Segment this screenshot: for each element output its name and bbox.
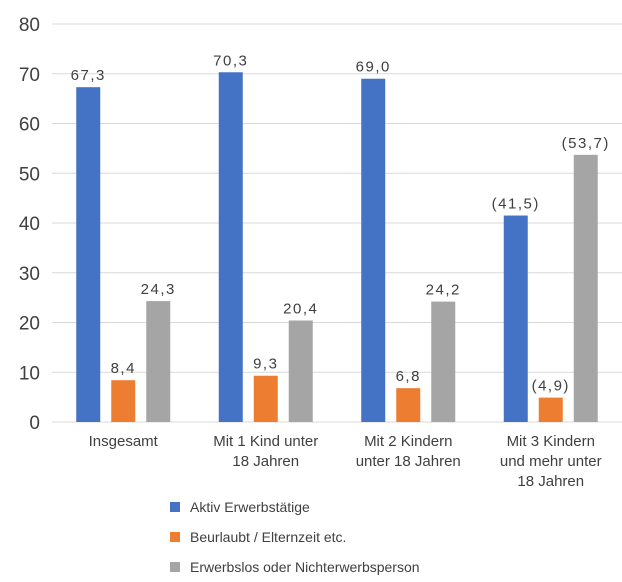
y-tick-label: 80: [19, 15, 40, 36]
legend-item-aktiv: Aktiv Erwerbstätige: [170, 492, 420, 522]
y-tick-label: 60: [19, 115, 40, 136]
data-label: 9,3: [253, 356, 278, 373]
x-category-label: Mit 2 Kindern: [364, 433, 452, 450]
y-tick-label: 70: [19, 65, 40, 86]
legend-label-erwerbslos: Erwerbslos oder Nichterwerbsperson: [190, 559, 420, 575]
bar: [146, 301, 171, 422]
legend-swatch-beurlaubt: [170, 532, 180, 542]
data-label: (41,5): [492, 196, 540, 213]
bar: [573, 154, 598, 422]
y-tick-label: 50: [19, 164, 40, 185]
x-category-label: Mit 3 Kindern: [507, 433, 595, 450]
bar: [361, 78, 386, 422]
bar: [218, 72, 243, 422]
legend-swatch-aktiv: [170, 502, 180, 512]
bar: [76, 87, 101, 423]
data-label: 20,4: [283, 301, 318, 318]
data-label: (4,9): [532, 378, 570, 395]
legend-label-aktiv: Aktiv Erwerbstätige: [190, 499, 310, 515]
data-label: 8,4: [111, 360, 136, 377]
legend-item-beurlaubt: Beurlaubt / Elternzeit etc.: [170, 522, 420, 552]
bar: [396, 388, 421, 422]
y-axis-ticks: 0 10 20 30 40 50 60 70 80: [19, 15, 40, 434]
x-category-label: und mehr unter: [500, 453, 602, 470]
data-label: 69,0: [356, 59, 391, 76]
y-tick-label: 40: [19, 214, 40, 235]
data-label: 70,3: [213, 52, 248, 69]
x-category-label: Insgesamt: [89, 433, 159, 450]
y-tick-label: 0: [29, 413, 40, 434]
data-labels: 67,3 8,4 24,3 70,3 9,3 20,4 69,0 6,8 24,2 (41,5) (…: [71, 52, 610, 395]
y-tick-label: 20: [19, 314, 40, 335]
legend-swatch-erwerbslos: [170, 562, 180, 572]
bar: [111, 380, 136, 422]
bar: [253, 375, 278, 422]
x-category-label: unter 18 Jahren: [356, 453, 461, 470]
data-label: 6,8: [396, 368, 421, 385]
legend: Aktiv Erwerbstätige Beurlaubt / Elternze…: [170, 492, 420, 582]
x-axis-categories: Insgesamt Mit 1 Kind unter 18 Jahren Mit 2 …: [89, 433, 602, 490]
data-label: (53,7): [562, 135, 610, 152]
y-tick-label: 10: [19, 363, 40, 384]
bar-chart: 0 10 20 30 40 50 60 70 80 67,3 8,4 24,3 70,3 9,3 20,4…: [19, 15, 622, 490]
x-category-label: Mit 1 Kind unter: [213, 433, 318, 450]
data-label: 24,2: [426, 282, 461, 299]
bar: [431, 301, 456, 422]
x-category-label: 18 Jahren: [232, 453, 299, 470]
bar: [503, 215, 528, 422]
data-label: 24,3: [141, 281, 176, 298]
data-label: 67,3: [71, 67, 106, 84]
gridlines: [52, 23, 622, 423]
bar: [288, 320, 313, 422]
bars: [76, 72, 598, 423]
x-category-label: 18 Jahren: [517, 473, 584, 490]
y-tick-label: 30: [19, 264, 40, 285]
bar: [538, 397, 563, 422]
legend-label-beurlaubt: Beurlaubt / Elternzeit etc.: [190, 529, 347, 545]
legend-item-erwerbslos: Erwerbslos oder Nichterwerbsperson: [170, 552, 420, 582]
